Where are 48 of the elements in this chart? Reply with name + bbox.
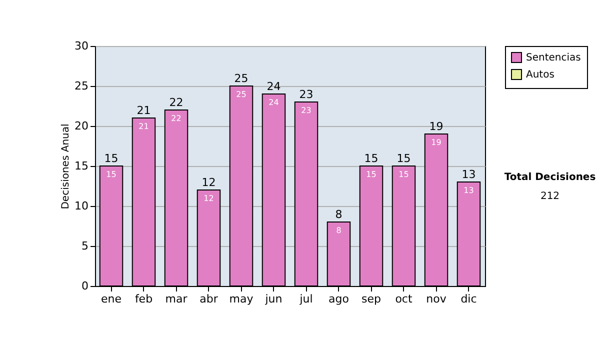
data-label: 25 xyxy=(236,90,246,99)
data-label: 23 xyxy=(301,106,312,115)
data-label: 19 xyxy=(431,138,442,147)
total-label: 12 xyxy=(202,176,216,189)
x-tick-label: jul xyxy=(298,292,313,306)
x-tick-label: abr xyxy=(200,292,218,306)
text: Total Decisiones xyxy=(503,172,597,183)
total-label: 23 xyxy=(299,88,314,101)
x-tick-label: sep xyxy=(362,292,382,306)
y-tick-label: 15 xyxy=(74,160,88,172)
x-tick-label: jun xyxy=(264,292,282,306)
x-tick-label: ago xyxy=(328,292,350,306)
x-tick-label: feb xyxy=(134,292,153,306)
data-label: 22 xyxy=(171,114,182,123)
total-label: 13 xyxy=(462,168,476,181)
y-axis-title: Decisiones Anual xyxy=(60,124,72,210)
x-tick-label: nov xyxy=(426,292,447,306)
y-tick-label: 10 xyxy=(74,200,88,212)
data-label: 15 xyxy=(398,170,409,179)
data-label: 21 xyxy=(138,122,149,131)
x-tick-label: may xyxy=(229,292,254,306)
y-tick-label: 0 xyxy=(82,280,88,292)
data-label: 13 xyxy=(464,186,474,195)
x-tick-label: mar xyxy=(165,292,188,306)
total-label: 19 xyxy=(429,120,444,133)
total-label: 25 xyxy=(234,72,248,85)
data-label: 15 xyxy=(366,170,376,179)
text: 212 xyxy=(539,191,561,202)
total-label: 24 xyxy=(266,80,281,93)
total-label: 15 xyxy=(364,152,378,165)
x-tick-label: oct xyxy=(395,292,413,306)
total-label: 15 xyxy=(396,152,411,165)
y-tick-label: 5 xyxy=(82,240,88,252)
data-label: 24 xyxy=(268,98,279,107)
y-tick-label: 30 xyxy=(74,40,88,52)
total-label: 15 xyxy=(104,152,118,165)
x-tick-label: dic xyxy=(460,292,477,306)
data-label: 8 xyxy=(336,226,342,235)
legend-label: Sentencias xyxy=(526,52,581,64)
total-label: 21 xyxy=(136,104,151,117)
total-label: 22 xyxy=(169,96,184,109)
total-label: 8 xyxy=(335,208,342,221)
y-tick-label: 20 xyxy=(74,120,88,132)
y-tick-label: 25 xyxy=(74,80,88,92)
data-label: 12 xyxy=(204,194,214,203)
legend-label: Autos xyxy=(526,70,554,80)
data-label: 15 xyxy=(106,170,116,179)
x-tick-label: ene xyxy=(100,292,122,306)
